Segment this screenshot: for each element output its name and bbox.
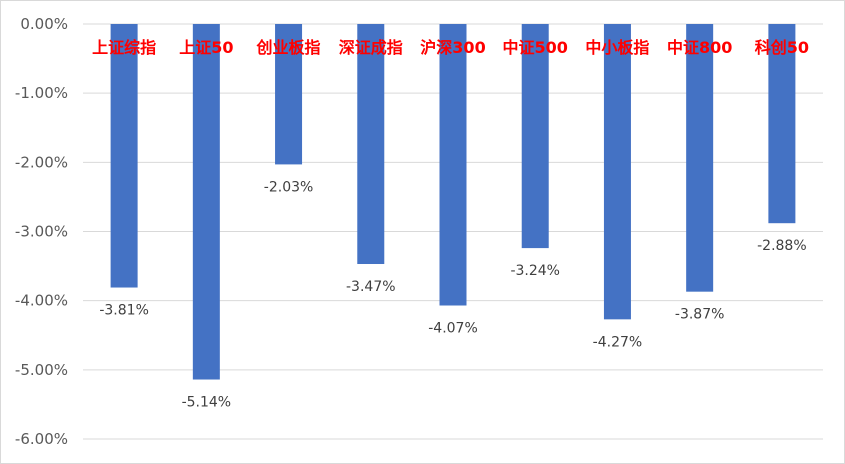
category-label: 创业板指 bbox=[256, 38, 321, 57]
category-label: 中证500 bbox=[503, 38, 568, 57]
data-label: -3.87% bbox=[675, 307, 725, 323]
data-label: -5.14% bbox=[182, 395, 232, 411]
y-tick-label: -4.00% bbox=[15, 292, 68, 310]
y-tick-label: 0.00% bbox=[20, 15, 68, 33]
category-label: 沪深300 bbox=[420, 38, 485, 57]
bar bbox=[439, 24, 467, 306]
data-label: -2.03% bbox=[264, 179, 314, 195]
bars bbox=[110, 24, 796, 380]
y-tick-label: -3.00% bbox=[15, 223, 68, 241]
bar bbox=[192, 24, 220, 380]
category-label: 中证800 bbox=[667, 38, 732, 57]
data-label: -3.81% bbox=[99, 303, 149, 319]
y-tick-label: -2.00% bbox=[15, 153, 68, 171]
category-label: 科创50 bbox=[755, 38, 809, 57]
data-label: -3.47% bbox=[346, 279, 396, 295]
y-tick-label: -5.00% bbox=[15, 361, 68, 379]
category-labels: 上证综指 上证50 创业板指 深证成指 沪深300 中证500 中小板指 中证800 科创50 bbox=[92, 38, 809, 57]
y-tick-label: -6.00% bbox=[15, 430, 68, 448]
data-label: -2.88% bbox=[757, 238, 807, 254]
data-label: -3.24% bbox=[510, 263, 560, 279]
bar bbox=[357, 24, 385, 265]
bar bbox=[110, 24, 138, 288]
y-tick-label: -1.00% bbox=[15, 84, 68, 102]
bar bbox=[686, 24, 714, 292]
category-label: 上证综指 bbox=[92, 38, 156, 57]
bar bbox=[521, 24, 549, 249]
data-label: -4.07% bbox=[428, 321, 478, 337]
category-label: 上证50 bbox=[179, 38, 233, 57]
bar bbox=[275, 24, 303, 165]
category-label: 深证成指 bbox=[339, 38, 403, 57]
bar bbox=[768, 24, 796, 224]
data-label: -4.27% bbox=[593, 334, 643, 350]
y-axis-tick-labels: 0.00% -1.00% -2.00% -3.00% -4.00% -5.00% -6.00… bbox=[15, 15, 68, 448]
data-labels: -3.81% -5.14% -2.03% -3.47% -4.07% -3.24% -4.2… bbox=[99, 179, 806, 410]
bar bbox=[603, 24, 631, 320]
category-label: 中小板指 bbox=[585, 38, 649, 57]
